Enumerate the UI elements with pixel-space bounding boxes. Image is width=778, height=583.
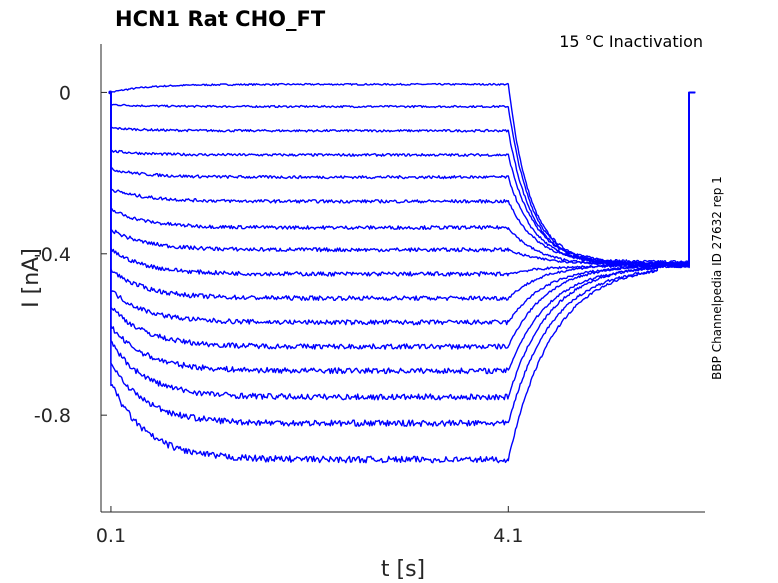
- y-tick-label: -0.4: [34, 244, 71, 266]
- current-trace: [108, 91, 696, 464]
- current-trace: [108, 91, 696, 267]
- y-tick-label: 0: [59, 82, 71, 104]
- current-trace: [108, 91, 696, 326]
- x-tick-label: 4.1: [493, 525, 523, 547]
- current-trace: [108, 91, 696, 350]
- current-trace: [108, 90, 696, 266]
- y-tick-label: -0.8: [34, 405, 71, 427]
- trace-group: [108, 82, 696, 464]
- current-trace: [108, 91, 696, 375]
- current-trace: [108, 91, 696, 302]
- chart-title: HCN1 Rat CHO_FT: [115, 7, 326, 31]
- current-trace: [108, 90, 696, 269]
- current-trace: [108, 91, 696, 267]
- current-trace: [108, 91, 696, 269]
- current-trace: [108, 91, 696, 427]
- y-axis-label: I [nA]: [19, 248, 44, 308]
- current-trace: [108, 82, 696, 265]
- condition-annotation: 15 °C Inactivation: [559, 32, 703, 51]
- x-axis-label: t [s]: [381, 557, 425, 582]
- source-id-label: BBP Channelpedia ID 27632 rep 1: [710, 176, 724, 380]
- x-tick-label: 0.1: [96, 525, 126, 547]
- current-trace: [108, 91, 696, 269]
- current-trace: [108, 90, 696, 277]
- current-trace: [108, 90, 696, 401]
- axes: 0 -0.4 -0.8 0.1 4.1: [34, 44, 705, 547]
